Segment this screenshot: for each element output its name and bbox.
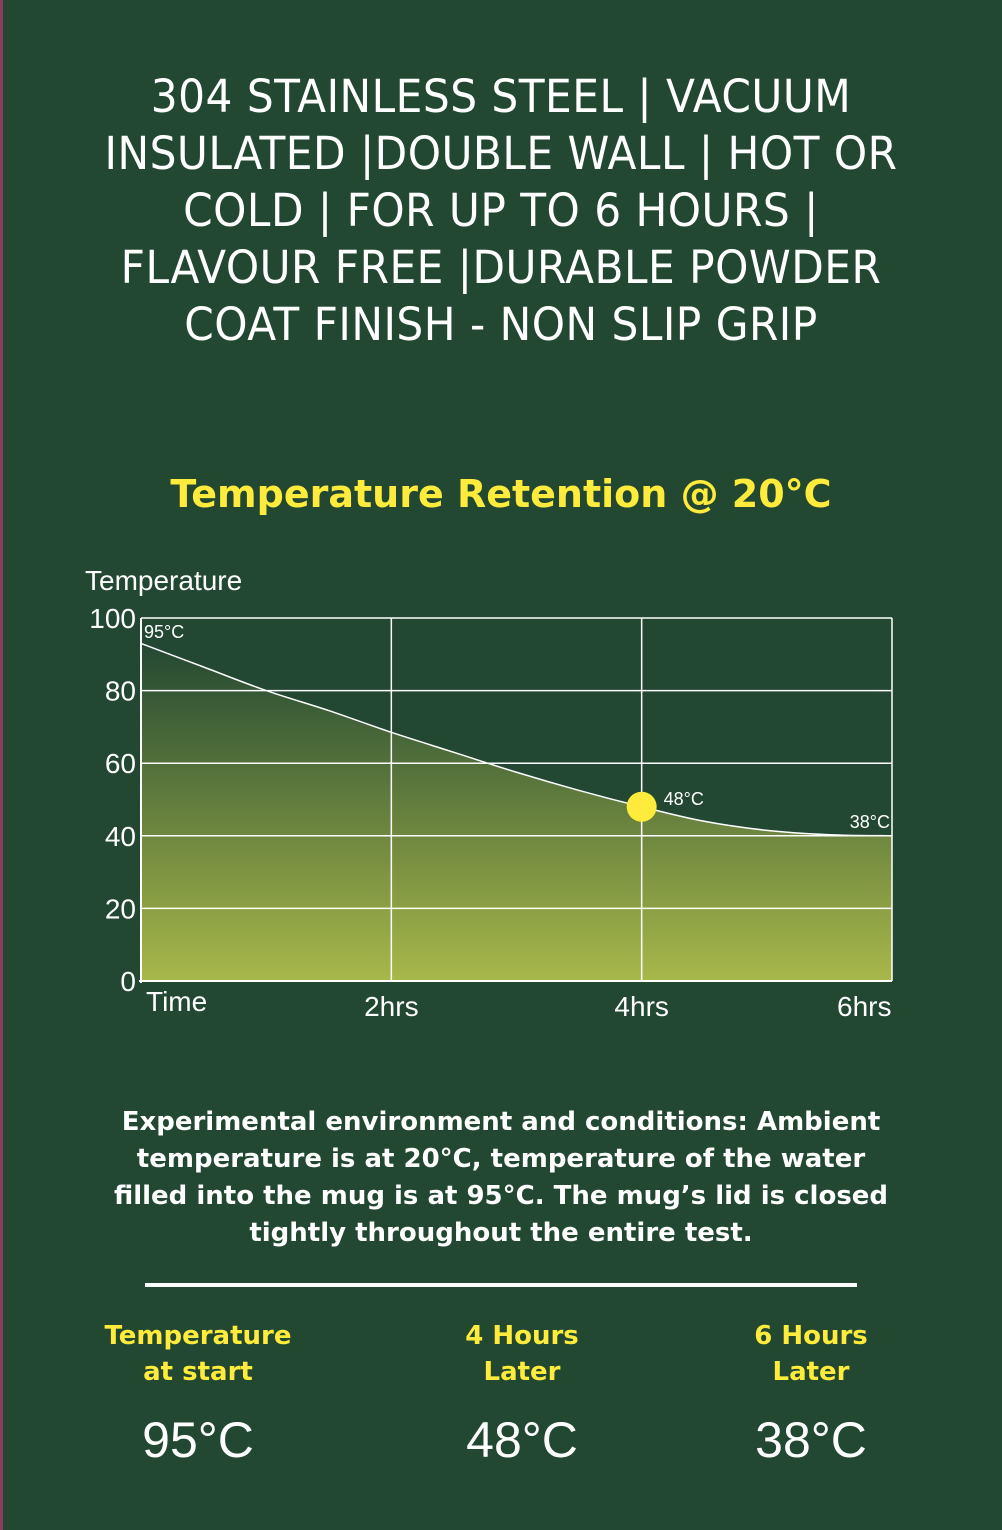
stat-label: 6 Hours Later bbox=[754, 1321, 868, 1387]
chart-title: Temperature Retention @ 20°C bbox=[170, 472, 832, 516]
product-features-headline: 304 STAINLESS STEEL | VACUUM INSULATED |… bbox=[104, 70, 898, 351]
stat-label: Temperature at start bbox=[104, 1321, 292, 1387]
data-label: 48°C bbox=[664, 789, 704, 809]
data-point-marker bbox=[626, 791, 657, 822]
area-fill bbox=[141, 643, 892, 981]
section-divider bbox=[145, 1283, 857, 1287]
temperature-retention-chart: Temperature Time 0 20 40 60 80 100 2hrs 4hrs 6hrs 9… bbox=[85, 565, 893, 1022]
y-tick-label: 40 bbox=[105, 821, 136, 852]
x-tick-label: 6hrs bbox=[837, 991, 891, 1022]
y-tick-label: 80 bbox=[105, 676, 136, 707]
x-tick-label: 4hrs bbox=[614, 991, 668, 1022]
y-axis-title: Temperature bbox=[85, 565, 242, 596]
y-tick-label: 100 bbox=[89, 603, 136, 634]
data-label: 38°C bbox=[850, 812, 890, 832]
x-axis-title: Time bbox=[146, 986, 207, 1017]
stat-start-temperature: Temperature at start 95°C bbox=[48, 1318, 348, 1470]
stat-6-hours: 6 Hours Later 38°C bbox=[661, 1318, 961, 1470]
stat-4-hours: 4 Hours Later 48°C bbox=[372, 1318, 672, 1470]
stat-value: 38°C bbox=[755, 1412, 867, 1468]
y-tick-label: 20 bbox=[105, 893, 136, 924]
y-tick-label: 0 bbox=[120, 966, 136, 997]
temperature-line bbox=[140, 642, 893, 837]
x-tick-label: 2hrs bbox=[364, 991, 418, 1022]
data-label: 95°C bbox=[144, 622, 184, 642]
stat-value: 48°C bbox=[466, 1412, 578, 1468]
stat-value: 95°C bbox=[142, 1412, 254, 1468]
left-edge-stripe bbox=[0, 0, 3, 1530]
stat-label: 4 Hours Later bbox=[465, 1321, 579, 1387]
y-tick-label: 60 bbox=[105, 748, 136, 779]
experiment-conditions-note: Experimental environment and conditions:… bbox=[113, 1107, 889, 1248]
